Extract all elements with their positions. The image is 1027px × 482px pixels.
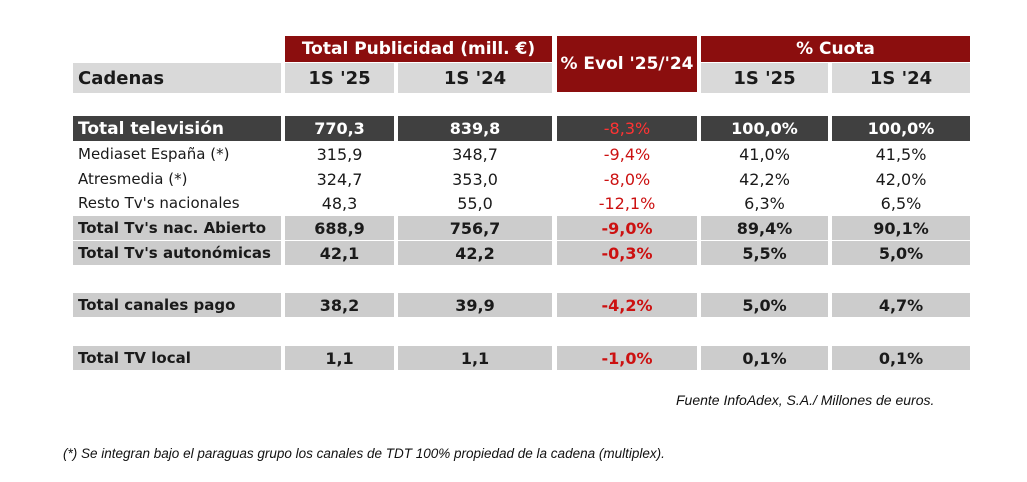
row-1s25: 38,2 <box>285 293 394 317</box>
row-1s25: 1,1 <box>285 346 394 370</box>
row-cuota-24: 90,1% <box>832 216 970 240</box>
table-row-mediaset: Mediaset España (*) 315,9 348,7 -9,4% 41… <box>73 142 970 166</box>
header-total-publicidad: Total Publicidad (mill. €) <box>285 36 552 62</box>
header-evol: % Evol '25/'24 <box>557 36 697 92</box>
row-cuota-25: 5,0% <box>701 293 828 317</box>
row-cuota-24: 4,7% <box>832 293 970 317</box>
footnote: (*) Se integran bajo el paraguas grupo l… <box>63 446 665 461</box>
row-cuota-24: 6,5% <box>880 193 922 213</box>
row-evol: -1,0% <box>557 346 697 370</box>
table-row-atresmedia: Atresmedia (*) 324,7 353,0 -8,0% 42,2% 4… <box>73 167 970 191</box>
header-cadenas: Cadenas <box>73 63 281 93</box>
row-cuota-25: 89,4% <box>701 216 828 240</box>
row-cuota-25: 0,1% <box>701 346 828 370</box>
row-name: Mediaset España (*) <box>78 145 230 163</box>
row-name: Total TV local <box>73 346 281 370</box>
row-1s24: 42,2 <box>398 241 552 265</box>
row-1s25: 324,7 <box>316 169 363 189</box>
row-cuota-24: 41,5% <box>875 144 927 164</box>
row-1s24: 839,8 <box>398 116 552 141</box>
row-1s24: 1,1 <box>398 346 552 370</box>
row-evol: -9,4% <box>603 144 651 164</box>
row-cuota-24: 5,0% <box>832 241 970 265</box>
row-evol: -8,3% <box>557 116 697 141</box>
row-name: Total televisión <box>73 116 281 141</box>
row-1s25: 770,3 <box>285 116 394 141</box>
row-1s25: 688,9 <box>285 216 394 240</box>
row-cuota-24: 42,0% <box>875 169 927 189</box>
row-1s24: 348,7 <box>452 144 498 164</box>
row-1s24: 756,7 <box>398 216 552 240</box>
row-cuota-25: 42,2% <box>739 169 790 189</box>
row-1s24: 39,9 <box>398 293 552 317</box>
row-cuota-24: 0,1% <box>832 346 970 370</box>
row-name: Total Tv's nac. Abierto <box>73 216 281 240</box>
header-1s25-pub: 1S '25 <box>285 63 394 93</box>
table-row-total-television: Total televisión 770,3 839,8 -8,3% 100,0… <box>73 116 970 141</box>
row-evol: -4,2% <box>557 293 697 317</box>
header-1s24-cuota: 1S '24 <box>832 63 970 93</box>
row-1s24: 55,0 <box>457 193 493 213</box>
table-row-resto-nacionales: Resto Tv's nacionales 48,3 55,0 -12,1% 6… <box>73 191 970 215</box>
row-name: Total Tv's autonómicas <box>73 241 281 265</box>
row-evol: -8,0% <box>603 169 651 189</box>
row-cuota-25: 5,5% <box>701 241 828 265</box>
table-row-total-autonomicas: Total Tv's autonómicas 42,1 42,2 -0,3% 5… <box>73 241 970 265</box>
row-1s25: 42,1 <box>285 241 394 265</box>
row-evol: -12,1% <box>598 193 656 213</box>
header-1s24-pub: 1S '24 <box>398 63 552 93</box>
header-cuota: % Cuota <box>701 36 970 62</box>
row-cuota-25: 100,0% <box>701 116 828 141</box>
row-cuota-25: 6,3% <box>744 193 785 213</box>
row-evol: -0,3% <box>557 241 697 265</box>
row-1s25: 48,3 <box>321 193 358 213</box>
row-name: Total canales pago <box>73 293 281 317</box>
table-row-total-abierto: Total Tv's nac. Abierto 688,9 756,7 -9,0… <box>73 216 970 240</box>
source-note: Fuente InfoAdex, S.A./ Millones de euros… <box>676 392 935 408</box>
header-1s25-cuota: 1S '25 <box>701 63 828 93</box>
row-name: Atresmedia (*) <box>78 170 188 188</box>
row-cuota-25: 41,0% <box>739 144 790 164</box>
table-row-total-local: Total TV local 1,1 1,1 -1,0% 0,1% 0,1% <box>73 346 970 370</box>
row-evol: -9,0% <box>557 216 697 240</box>
row-cuota-24: 100,0% <box>832 116 970 141</box>
table-row-total-pago: Total canales pago 38,2 39,9 -4,2% 5,0% … <box>73 293 970 317</box>
row-1s25: 315,9 <box>316 144 363 164</box>
row-name: Resto Tv's nacionales <box>78 194 240 212</box>
row-1s24: 353,0 <box>452 169 498 189</box>
